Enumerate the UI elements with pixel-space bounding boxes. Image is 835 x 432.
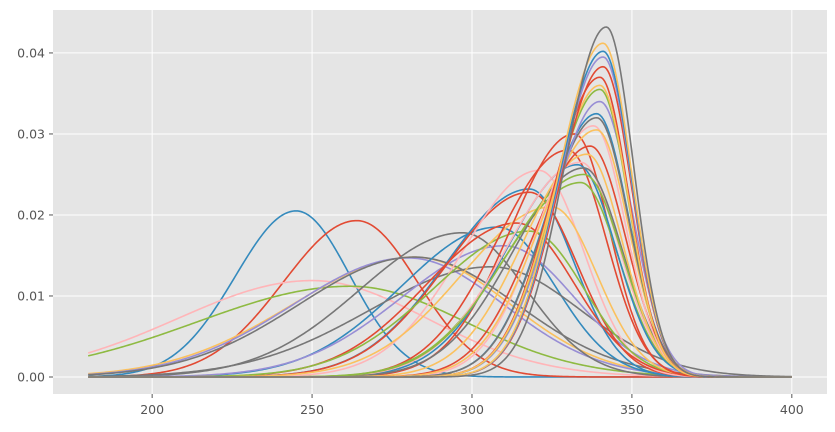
series-line-39	[88, 26, 792, 378]
x-tick-label: 350	[620, 402, 644, 417]
x-tick-label: 300	[460, 402, 484, 417]
y-tick-label: 0.02	[17, 207, 45, 222]
series-line-11	[88, 244, 792, 378]
x-tick-label: 400	[780, 402, 804, 417]
y-axis: 0.00 0.01 0.02 0.03 0.04	[17, 45, 53, 384]
x-axis: 200 250 300 350 400	[140, 394, 804, 417]
y-tick-label: 0.04	[17, 45, 45, 60]
x-tick-label: 200	[140, 402, 164, 417]
y-tick-label: 0.00	[17, 369, 45, 384]
x-tick-label: 250	[300, 402, 324, 417]
y-tick-label: 0.01	[17, 288, 45, 303]
y-tick-label: 0.03	[17, 126, 45, 141]
plot-background	[53, 10, 827, 394]
series-lines	[87, 26, 792, 378]
